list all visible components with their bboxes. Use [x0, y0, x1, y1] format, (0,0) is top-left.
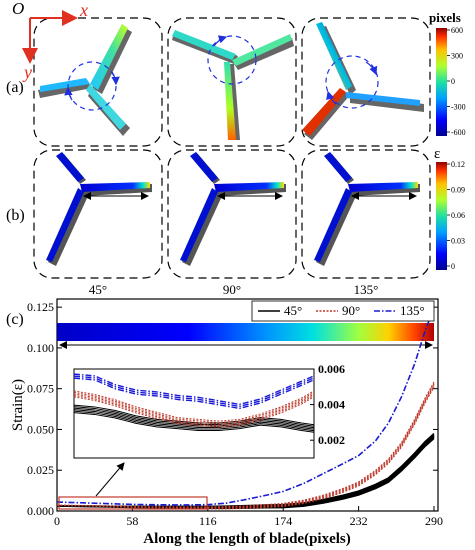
inset-series-line-0-band-5	[73, 404, 315, 426]
y-axis-title: Strain(ε)	[10, 379, 26, 431]
colorbar-b-tick-4: 0	[451, 262, 455, 271]
blade-a-90	[172, 30, 294, 140]
row-b-label: (b)	[6, 207, 25, 224]
colorbar-b-tick-3: 0.03	[451, 237, 465, 246]
legend: 45° 90° 135°	[251, 300, 435, 322]
colorbar-b-tick-0: 0.12	[451, 160, 465, 169]
row-a-label: (a)	[6, 79, 24, 96]
inset-series-line-0-band-4	[73, 406, 315, 427]
inset-series-line-1-band-3	[73, 391, 315, 424]
y-tick-label-1: 0.025	[27, 463, 54, 477]
inset-y-tick-label-2: 0.006	[318, 362, 345, 376]
y-tick-label-2: 0.050	[27, 422, 54, 436]
y-tick-label-4: 0.100	[27, 341, 54, 355]
x-tick-label-5: 290	[425, 514, 443, 528]
inset-series-line-2-band-2	[73, 373, 315, 406]
x-tick-label-0: 0	[54, 514, 60, 528]
inset-series-line-1-band-2	[73, 396, 315, 428]
row-a: O x y (a)	[6, 0, 431, 147]
colorbar-a-tick-1: 300	[451, 52, 463, 61]
blade-a-45	[38, 24, 132, 136]
angle-label-90: 90°	[223, 282, 241, 297]
colorbar-a-tick-4: -600	[451, 128, 466, 137]
blade-b-45	[46, 152, 152, 266]
inset-chart: 0.002 0.004 0.006	[73, 362, 345, 459]
inset-y-tick-label-1: 0.004	[318, 398, 345, 412]
strain-gradient-bar	[57, 323, 434, 341]
blade-b-90	[180, 152, 286, 266]
x-tick-label-2: 116	[199, 514, 217, 528]
angle-label-45: 45°	[89, 282, 107, 297]
x-axis-title: Along the length of blade(pixels)	[143, 531, 351, 547]
origin-label: O	[12, 0, 24, 18]
x-tick-label-1: 58	[126, 514, 138, 528]
legend-label-135: 135°	[400, 303, 425, 318]
row-b: (b) 45°	[6, 149, 431, 297]
inset-source-box	[58, 496, 208, 510]
colorbar-b-tick-2: 0.06	[451, 211, 465, 220]
inset-series-line-0-band-3	[73, 412, 315, 433]
x-tick-label-3: 174	[274, 514, 292, 528]
inset-series-line-1-band-1	[73, 394, 315, 427]
y-tick-label-5: 0.125	[27, 300, 54, 314]
colorbar-a-title: pixels	[429, 10, 461, 25]
colorbar-a-tick-0: 600	[451, 26, 463, 35]
blade-b-135	[314, 152, 420, 266]
colorbar-a: pixels 600 300 0 -300 -600	[429, 10, 466, 137]
colorbar-a-tick-3: -300	[451, 103, 466, 112]
inset-y-tick-label-0: 0.002	[318, 433, 345, 447]
inset-series-line-2-band-1	[73, 377, 315, 410]
inset-series-line-2	[73, 375, 315, 408]
chart-c: (c) 0.000 0.025 0.050 0.075 0.100 0.125 0 58 11…	[6, 298, 443, 547]
x-axis-label: x	[79, 0, 88, 20]
y-tick-label-3: 0.075	[27, 382, 54, 396]
angle-label-135: 135°	[354, 282, 379, 297]
legend-label-45: 45°	[284, 303, 302, 318]
colorbar-b-tick-1: 0.09	[451, 186, 465, 195]
row-c-label: (c)	[6, 311, 24, 328]
series-line-0-band-2	[56, 437, 435, 510]
colorbar-a-tick-2: 0	[451, 77, 455, 86]
inset-pointer-arrow	[95, 462, 125, 497]
blade-a-135	[302, 22, 424, 140]
inset-series-line-1-band-4	[73, 390, 315, 422]
series-line-0-band-4	[56, 432, 435, 508]
colorbar-b: ε 0.12 0.09 0.06 0.03 0	[434, 146, 465, 271]
colorbar-b-title: ε	[434, 146, 440, 162]
y-axis-label: y	[22, 62, 32, 82]
inset-series-line-0	[73, 407, 315, 429]
legend-label-90: 90°	[342, 303, 360, 318]
x-tick-label-4: 232	[350, 514, 368, 528]
inset-series-line-0-band-2	[73, 410, 315, 432]
inset-series-line-1	[73, 393, 315, 425]
inset-series-line-0-band-1	[73, 409, 315, 430]
series-line-2	[56, 306, 435, 506]
y-tick-label-0: 0.000	[27, 504, 54, 518]
